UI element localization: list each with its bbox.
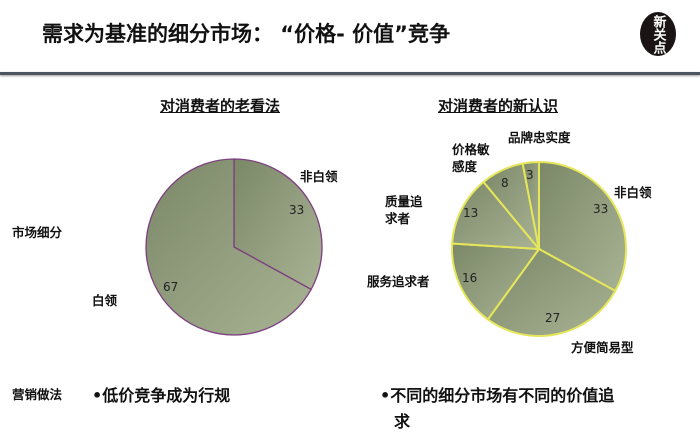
- slice-label: 白领: [92, 293, 118, 308]
- slice-label: 非白领: [300, 169, 338, 184]
- bullet-new-line2: 求: [394, 412, 411, 431]
- slice-label: 非白领: [614, 185, 652, 200]
- pie-slice: [538, 160, 627, 293]
- chart-title-new: 对消费者的新认识: [438, 97, 559, 115]
- slice-value: 16: [462, 271, 478, 285]
- chart-title-old: 对消费者的老看法: [160, 97, 281, 115]
- slice-value: 3: [526, 168, 534, 182]
- pie-slice: [451, 180, 542, 251]
- slice-value: 27: [545, 311, 561, 325]
- slice-label: 方便简易型: [571, 340, 634, 355]
- slice-label: 价格敏感度: [452, 142, 490, 174]
- slice-value: 8: [501, 176, 509, 190]
- row-label-marketing: 营销做法: [12, 387, 63, 402]
- slice-value: 13: [463, 206, 479, 220]
- logo: 新关点: [640, 12, 676, 56]
- slice-label: 质量追求者: [385, 194, 423, 226]
- page-title: 需求为基准的细分市场： “价格- 价值”竞争: [42, 22, 450, 46]
- slice-label: 服务追求者: [367, 274, 430, 289]
- pie-slice: [145, 158, 312, 336]
- slice-value: 33: [593, 202, 609, 216]
- row-label-segmentation: 市场细分: [12, 225, 63, 240]
- pie-slice: [233, 158, 323, 291]
- slice-value: 67: [163, 280, 179, 294]
- bullet-old: •低价竞争成为行规: [92, 386, 231, 405]
- pie-slice: [486, 247, 617, 337]
- pie-slice: [521, 160, 540, 250]
- pie-slice: [451, 242, 541, 321]
- header-divider: [0, 72, 700, 75]
- slice-value: 33: [289, 203, 305, 217]
- slice-label: 品牌忠实度: [508, 130, 571, 145]
- bullet-new-line1: •不同的细分市场有不同的价值追: [380, 386, 615, 405]
